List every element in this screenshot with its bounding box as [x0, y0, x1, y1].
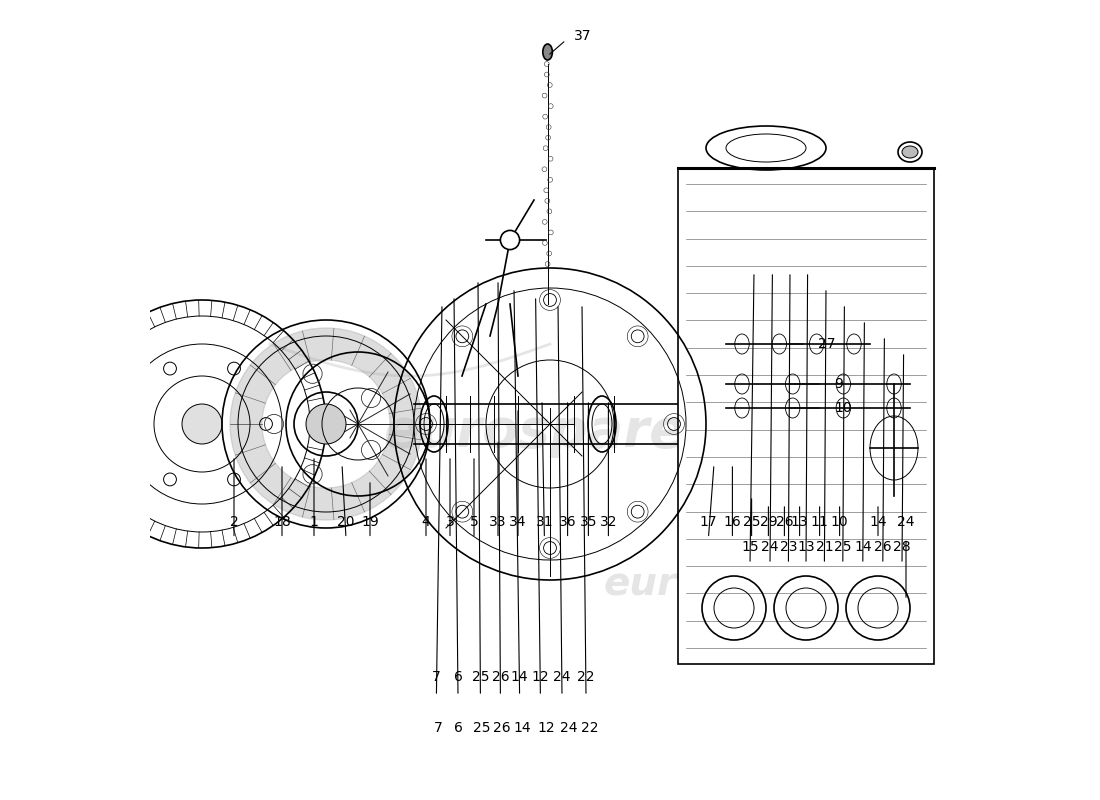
Text: 22: 22 — [581, 721, 598, 735]
Text: 4: 4 — [421, 515, 430, 529]
Ellipse shape — [902, 146, 918, 158]
Text: 14: 14 — [510, 670, 528, 684]
Text: 25: 25 — [472, 670, 490, 684]
Text: 33: 33 — [490, 515, 507, 529]
Text: 32: 32 — [600, 515, 617, 529]
Text: 17: 17 — [700, 515, 717, 529]
Text: 24: 24 — [553, 670, 571, 684]
Text: 31: 31 — [536, 515, 553, 529]
Text: 12: 12 — [537, 721, 554, 735]
Text: 16: 16 — [724, 515, 741, 529]
Text: 15: 15 — [741, 541, 759, 554]
Text: 13: 13 — [798, 541, 815, 554]
Text: 10: 10 — [830, 515, 848, 529]
FancyBboxPatch shape — [678, 168, 934, 664]
Text: 7: 7 — [433, 721, 442, 735]
Circle shape — [182, 404, 222, 444]
Text: 5: 5 — [470, 515, 478, 529]
Text: 22: 22 — [578, 670, 595, 684]
Text: 14: 14 — [869, 515, 887, 529]
Wedge shape — [230, 328, 422, 520]
Text: 7: 7 — [432, 670, 441, 684]
Text: 3: 3 — [446, 515, 454, 529]
Text: 25: 25 — [742, 515, 760, 529]
Text: 26: 26 — [874, 541, 892, 554]
Text: 27: 27 — [818, 337, 836, 351]
Text: 14: 14 — [854, 541, 871, 554]
Text: 23: 23 — [780, 541, 798, 554]
Text: 13: 13 — [791, 515, 808, 529]
Text: 36: 36 — [559, 515, 576, 529]
Text: 12: 12 — [531, 670, 549, 684]
Text: 20: 20 — [338, 515, 354, 529]
Text: 19: 19 — [361, 515, 378, 529]
Text: eurospares: eurospares — [603, 565, 849, 603]
Text: 24: 24 — [761, 541, 779, 554]
Text: 21: 21 — [815, 541, 833, 554]
Text: 6: 6 — [453, 670, 462, 684]
Text: 25: 25 — [473, 721, 491, 735]
Text: 26: 26 — [492, 670, 509, 684]
Text: 35: 35 — [580, 515, 597, 529]
Text: 11: 11 — [811, 515, 828, 529]
Circle shape — [306, 404, 346, 444]
Text: 28: 28 — [893, 541, 911, 554]
Text: 2: 2 — [230, 515, 239, 529]
Text: 37: 37 — [574, 29, 592, 43]
Text: 24: 24 — [560, 721, 578, 735]
Text: 26: 26 — [493, 721, 510, 735]
Text: 25: 25 — [834, 541, 851, 554]
Text: 6: 6 — [453, 721, 462, 735]
Text: 24: 24 — [898, 515, 915, 529]
Text: 26: 26 — [776, 515, 793, 529]
Text: 9: 9 — [834, 377, 843, 391]
Text: 1: 1 — [309, 515, 318, 529]
Text: 29: 29 — [760, 515, 778, 529]
Text: eurospares: eurospares — [383, 406, 717, 458]
Text: 14: 14 — [514, 721, 531, 735]
Ellipse shape — [542, 44, 552, 60]
Text: 18: 18 — [273, 515, 290, 529]
Circle shape — [500, 230, 519, 250]
Text: 34: 34 — [509, 515, 527, 529]
Text: 10: 10 — [834, 401, 851, 415]
